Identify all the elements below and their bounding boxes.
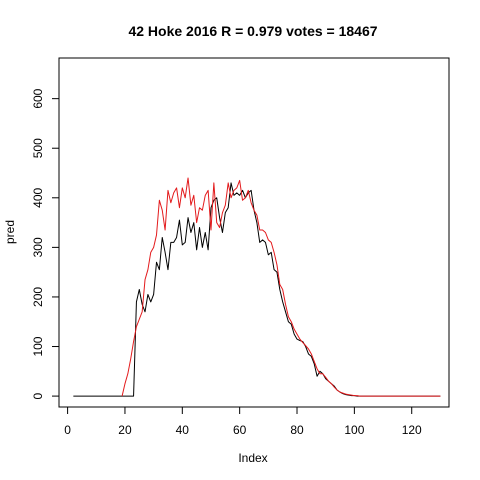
y-tick-label: 0: [31, 392, 45, 399]
x-tick-label: 20: [118, 423, 132, 437]
x-tick-label: 120: [402, 423, 422, 437]
chart-title: 42 Hoke 2016 R = 0.979 votes = 18467: [128, 23, 377, 39]
y-tick-label: 300: [31, 237, 45, 257]
y-axis-label: pred: [3, 220, 17, 244]
y-tick-label: 600: [31, 88, 45, 108]
plot-area: [73, 177, 441, 397]
y-tick-label: 500: [31, 138, 45, 158]
x-tick-label: 100: [344, 423, 364, 437]
x-axis: 0 20 40 60 80 100 120: [64, 406, 422, 437]
x-axis-label: Index: [238, 451, 267, 465]
x-tick-label: 40: [176, 423, 190, 437]
y-tick-label: 400: [31, 187, 45, 207]
plot-frame: [58, 57, 450, 408]
x-tick-label: 0: [64, 423, 71, 437]
x-tick-label: 80: [290, 423, 304, 437]
y-axis: 0 100 200 300 400 500 600: [31, 88, 60, 399]
y-tick-label: 200: [31, 287, 45, 307]
y-tick-label: 100: [31, 336, 45, 356]
series-line-2: [121, 177, 441, 397]
x-tick-label: 60: [233, 423, 247, 437]
